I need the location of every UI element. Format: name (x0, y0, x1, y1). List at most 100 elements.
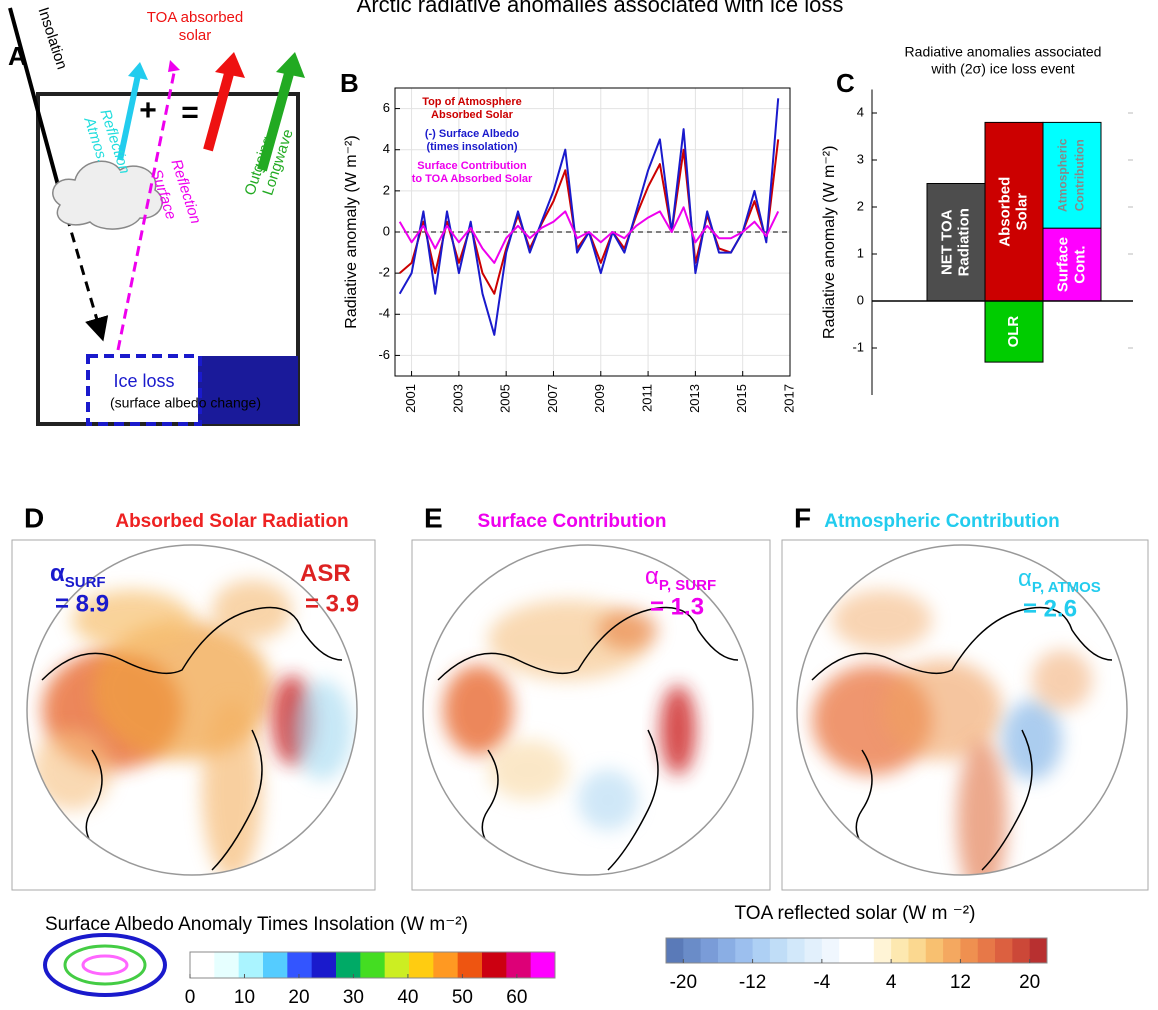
bar (984, 121, 1044, 302)
color-step (752, 938, 771, 963)
map-title: Surface Contribution (478, 511, 667, 532)
colorbars: Surface Albedo Anomaly Times Insolation … (43, 903, 1048, 1008)
colorbar-tick-label: 20 (1019, 972, 1040, 993)
legend-entry: to TOA Absorbed Solar (412, 173, 533, 185)
plus: + (139, 94, 157, 127)
anomaly-blob (72, 590, 192, 650)
figure-title: Arctic radiative anomalies associated wi… (357, 0, 844, 17)
symbol: α (1018, 565, 1032, 592)
legend-entry: Surface Contribution (417, 160, 527, 172)
y-tick-label: 2 (857, 198, 864, 213)
y-tick-label: -4 (378, 306, 390, 321)
colorbar-tick-label: -20 (670, 972, 697, 993)
label: solar (179, 27, 212, 44)
label: Ice loss (113, 371, 174, 391)
y-tick-label: 2 (383, 182, 390, 197)
bar-label: Atmospheric (1056, 138, 1070, 212)
map-title: Atmospheric Contribution (824, 511, 1059, 532)
color-step (839, 938, 857, 963)
panel-letter: E (424, 502, 443, 533)
annotation-label: αP, SURF (645, 563, 716, 594)
series-line (398, 206, 780, 264)
panel-letter: C (836, 68, 855, 98)
symbol: ASR (300, 560, 351, 587)
color-step (943, 938, 961, 963)
panel-letter: B (340, 68, 359, 98)
y-tick-label: 4 (383, 141, 390, 156)
toa-arrow (203, 68, 235, 152)
color-step (683, 938, 702, 963)
anomaly-blob (598, 610, 658, 650)
anomaly-blob (1032, 650, 1092, 710)
bar (926, 183, 986, 302)
insolation-arrow (8, 7, 64, 201)
symbol: α (645, 563, 659, 590)
x-tick-label: 2003 (450, 384, 465, 413)
color-step (482, 952, 507, 978)
x-tick-label: 2009 (592, 384, 607, 413)
bar-label: Contribution (1073, 139, 1087, 211)
color-step (433, 952, 459, 978)
bar-label: Absorbed (996, 177, 1013, 247)
bar-label: Cont. (1071, 245, 1088, 283)
panel-letter: D (24, 502, 44, 533)
color-step (263, 952, 288, 978)
anomaly-blob (443, 665, 513, 755)
colorbar-tick-label: 20 (288, 987, 309, 1008)
colorbar-tick-label: 60 (506, 987, 527, 1008)
anomaly-blob (832, 590, 932, 650)
panel-letter: F (794, 502, 811, 533)
color-step (238, 952, 264, 978)
olr-arrow (257, 68, 295, 172)
y-tick-label: 4 (857, 104, 864, 119)
bar-label: OLR (1005, 316, 1022, 348)
color-step (804, 938, 823, 963)
y-tick-label: -1 (852, 339, 864, 354)
arrowhead (215, 52, 245, 78)
color-step (960, 938, 979, 963)
color-step (995, 938, 1013, 963)
plot-frame (394, 87, 791, 377)
colorbar-tick-label: 50 (452, 987, 473, 1008)
anomaly-blob (488, 740, 568, 800)
color-step (409, 952, 434, 978)
color-step (787, 938, 806, 963)
anomaly-blob (202, 700, 262, 875)
bar-label: Surface (1054, 237, 1071, 292)
legend-contour (63, 944, 147, 986)
color-step (821, 938, 840, 963)
y-tick-label: 1 (857, 245, 864, 260)
legend-entry: (times insolation) (426, 141, 517, 153)
arrowhead (128, 62, 148, 80)
colorbar-title: TOA reflected solar (W m ⁻²) (735, 903, 976, 924)
annotation-value: = 3.9 (305, 590, 359, 617)
bar-label: Solar (1013, 193, 1030, 231)
color-step (700, 938, 719, 963)
annotation-label: αSURF (50, 560, 106, 591)
legend-contour (81, 954, 129, 976)
color-step (769, 938, 788, 963)
color-step (336, 952, 361, 978)
legend-entry: (-) Surface Albedo (425, 128, 520, 140)
map-boundary (422, 544, 754, 876)
color-step (908, 938, 927, 963)
atmos-reflection-arrow (117, 74, 141, 161)
map-field (437, 600, 739, 871)
y-tick-label: 0 (383, 223, 390, 238)
x-tick-label: 2015 (734, 384, 749, 413)
x-tick-label: 2011 (640, 384, 655, 412)
bar (984, 300, 1044, 363)
colorbar-tick-label: 12 (950, 972, 971, 993)
annotation-value: = 1.3 (650, 593, 704, 620)
colorbar-tick-label: 40 (397, 987, 418, 1008)
subscript: P, SURF (659, 577, 716, 594)
color-step (666, 938, 684, 963)
colorbar-tick-label: 0 (185, 987, 196, 1008)
panel-a: A Insolation TOA absorbed solar Atmos. R… (8, 5, 305, 426)
color-step (530, 952, 556, 978)
x-tick-label: 2017 (781, 384, 796, 413)
y-axis-title: Radiative anomaly (W m⁻²) (821, 146, 838, 339)
colorbar-tick-label: 4 (886, 972, 897, 993)
anomaly-blob (882, 660, 1002, 760)
ocean (198, 356, 298, 424)
